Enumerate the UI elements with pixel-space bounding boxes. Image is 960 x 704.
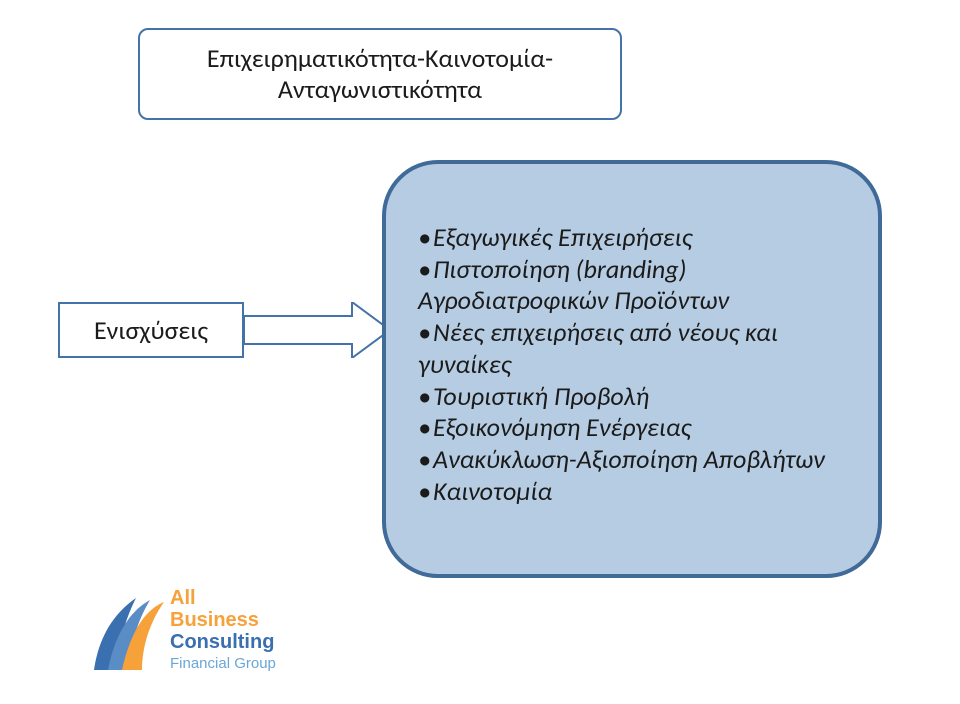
arrow-svg xyxy=(244,302,390,358)
svg-text:Financial Group: Financial Group xyxy=(170,655,276,672)
main-list-item: Ανακύκλωση-Αξιοποίηση Αποβλήτων xyxy=(418,444,858,476)
main-list: Εξαγωγικές ΕπιχειρήσειςΠιστοποίηση (bran… xyxy=(418,222,858,507)
main-list-item: Εξοικονόμηση Ενέργειας xyxy=(418,412,858,444)
arrow-icon xyxy=(244,302,390,358)
main-list-item: Τουριστική Προβολή xyxy=(418,381,858,413)
logo: AllBusinessConsulting Financial Group xyxy=(88,584,298,680)
title-box: Επιχειρηματικότητα-Καινοτομία- Ανταγωνισ… xyxy=(138,28,622,120)
title-line-2: Ανταγωνιστικότητα xyxy=(278,74,482,105)
main-list-item: Καινοτομία xyxy=(418,476,858,508)
main-list-item: Πιστοποίηση (branding) Αγροδιατροφικών Π… xyxy=(418,254,858,317)
svg-text:Consulting: Consulting xyxy=(170,631,274,653)
main-box: Εξαγωγικές ΕπιχειρήσειςΠιστοποίηση (bran… xyxy=(382,160,882,578)
main-list-item: Εξαγωγικές Επιχειρήσεις xyxy=(418,222,858,254)
svg-text:All: All xyxy=(170,587,196,609)
slide: Επιχειρηματικότητα-Καινοτομία- Ανταγωνισ… xyxy=(0,0,960,704)
logo-svg: AllBusinessConsulting Financial Group xyxy=(88,584,298,680)
left-label-text: Ενισχύσεις xyxy=(94,314,208,346)
main-list-item: Νέες επιχειρήσεις από νέους και γυναίκες xyxy=(418,317,858,380)
svg-text:Business: Business xyxy=(170,609,259,631)
title-line-1: Επιχειρηματικότητα-Καινοτομία- xyxy=(207,43,553,74)
left-label-box: Ενισχύσεις xyxy=(58,302,244,358)
